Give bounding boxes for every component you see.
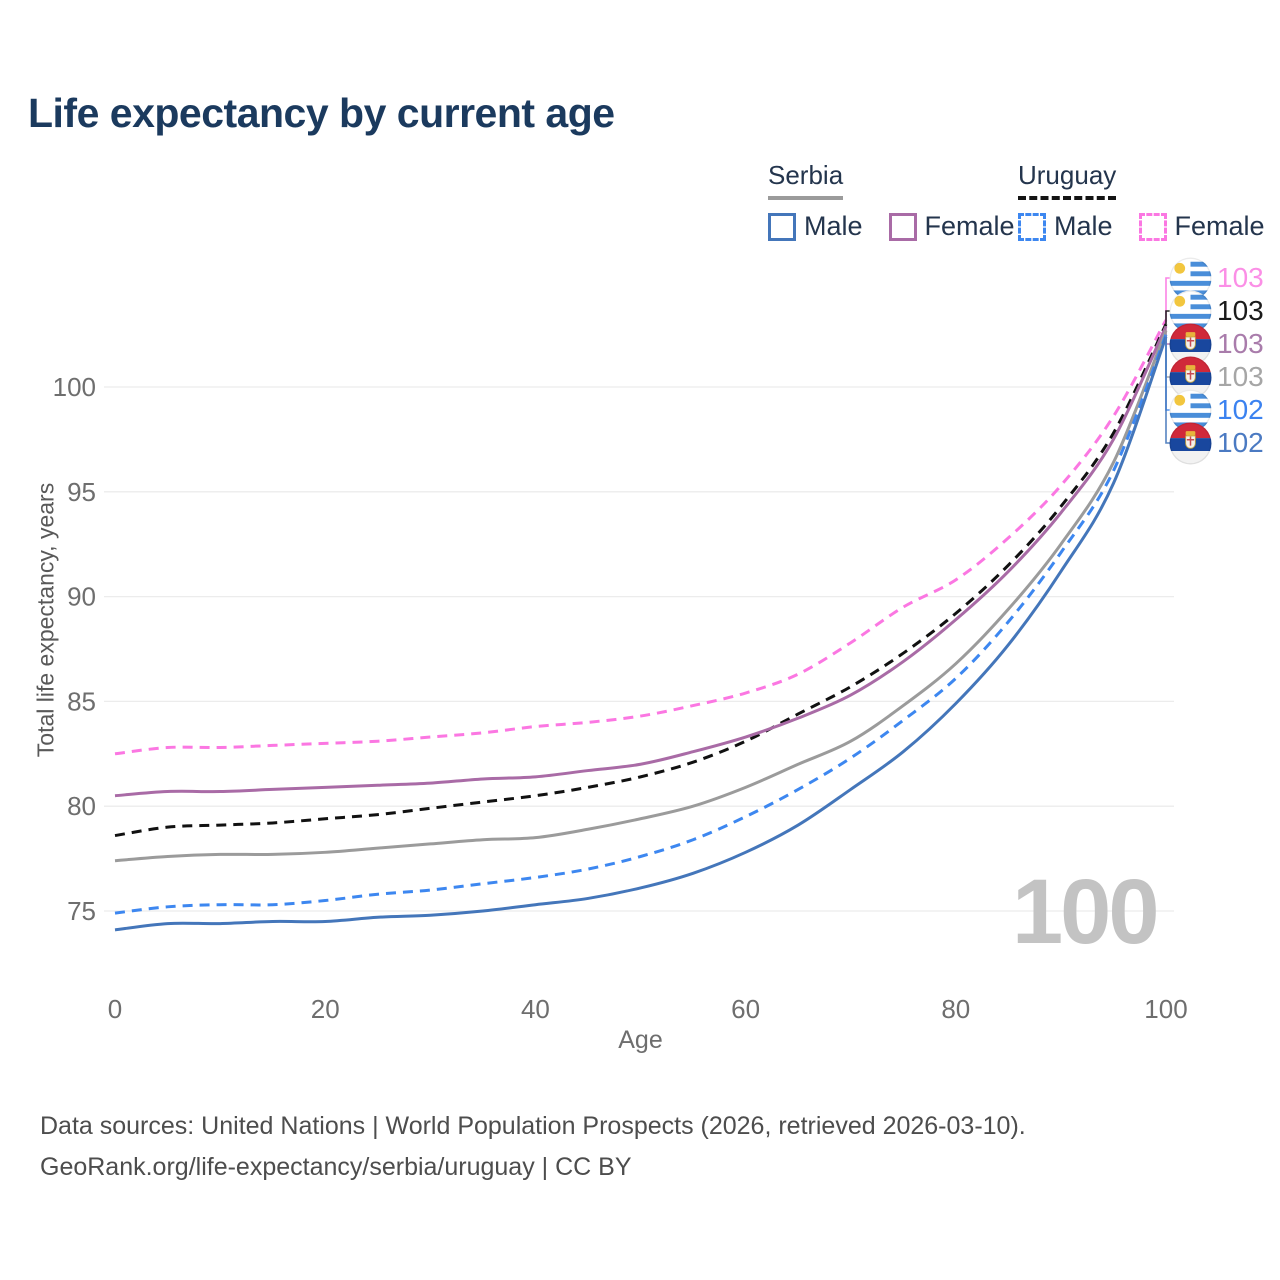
- end-label-value: 102: [1217, 427, 1264, 458]
- end-label-value: 102: [1217, 394, 1264, 425]
- end-label-value: 103: [1217, 262, 1264, 293]
- x-tick-label: 0: [108, 994, 122, 1024]
- x-tick-label: 100: [1144, 994, 1187, 1024]
- y-tick-label: 100: [53, 372, 96, 402]
- end-label-value: 103: [1217, 295, 1264, 326]
- uruguay-male-swatch-icon: [1018, 212, 1046, 241]
- end-label-row-rs_female: 103: [1169, 323, 1264, 366]
- legend-country-serbia[interactable]: Serbia: [768, 160, 844, 200]
- legend-group-uruguay: Uruguay Male Female: [1018, 160, 1265, 242]
- x-tick-label: 40: [521, 994, 550, 1024]
- age-watermark: 100: [1012, 861, 1159, 963]
- end-label-connector: [1165, 277, 1170, 320]
- end-label-row-uy_male: 102: [1169, 389, 1264, 432]
- x-tick-label: 60: [731, 994, 760, 1024]
- x-tick-label: 80: [941, 994, 970, 1024]
- x-axis-title: Age: [618, 1026, 663, 1054]
- series-line-rs_male[interactable]: [114, 336, 1168, 932]
- serbia-female-swatch-icon: [888, 212, 917, 241]
- legend-item-serbia-female[interactable]: Female: [888, 211, 1015, 242]
- legend-item-uruguay-male[interactable]: Male: [1018, 211, 1113, 242]
- footer-data-sources: Data sources: United Nations | World Pop…: [40, 1112, 1026, 1140]
- end-label-connector: [1165, 310, 1170, 325]
- serbia-flag-icon: [1169, 422, 1212, 464]
- end-label-value: 103: [1217, 361, 1264, 392]
- series-line-uy_avg[interactable]: [114, 323, 1168, 838]
- serbia-male-swatch-icon: [768, 212, 796, 241]
- series-line-uy_female[interactable]: [114, 319, 1168, 756]
- x-tick-label: 20: [311, 994, 340, 1024]
- footer: Data sources: United Nations | World Pop…: [40, 1106, 1026, 1188]
- footer-attribution: GeoRank.org/life-expectancy/serbia/urugu…: [40, 1153, 632, 1181]
- series-line-rs_female[interactable]: [114, 325, 1168, 798]
- end-label-row-rs_male: 102: [1169, 422, 1264, 465]
- y-tick-label: 80: [67, 791, 96, 821]
- end-label-value: 103: [1217, 328, 1264, 359]
- legend-item-label: Male: [1054, 211, 1113, 241]
- uruguay-female-swatch-icon: [1138, 212, 1167, 241]
- y-tick-label: 95: [67, 477, 96, 507]
- legend-item-label: Female: [924, 211, 1015, 241]
- legend-country-uruguay[interactable]: Uruguay: [1018, 160, 1117, 200]
- legend-item-label: Male: [804, 211, 863, 241]
- gridlines: 75 80 85 90 95 100: [53, 372, 1174, 926]
- y-tick-label: 90: [67, 582, 96, 612]
- y-tick-label: 85: [67, 686, 96, 716]
- series-line-uy_male[interactable]: [114, 334, 1168, 915]
- series-line-rs_avg[interactable]: [114, 329, 1168, 863]
- page-title: Life expectancy by current age: [28, 90, 615, 136]
- legend-item-serbia-male[interactable]: Male: [768, 211, 863, 242]
- y-tick-label: 75: [67, 896, 96, 926]
- end-label-connector: [1165, 336, 1170, 444]
- y-axis-title: Total life expectancy, years: [32, 482, 59, 758]
- legend-item-uruguay-female[interactable]: Female: [1138, 211, 1265, 242]
- legend-group-serbia: Serbia Male Female: [768, 160, 1015, 242]
- legend-item-label: Female: [1174, 211, 1265, 241]
